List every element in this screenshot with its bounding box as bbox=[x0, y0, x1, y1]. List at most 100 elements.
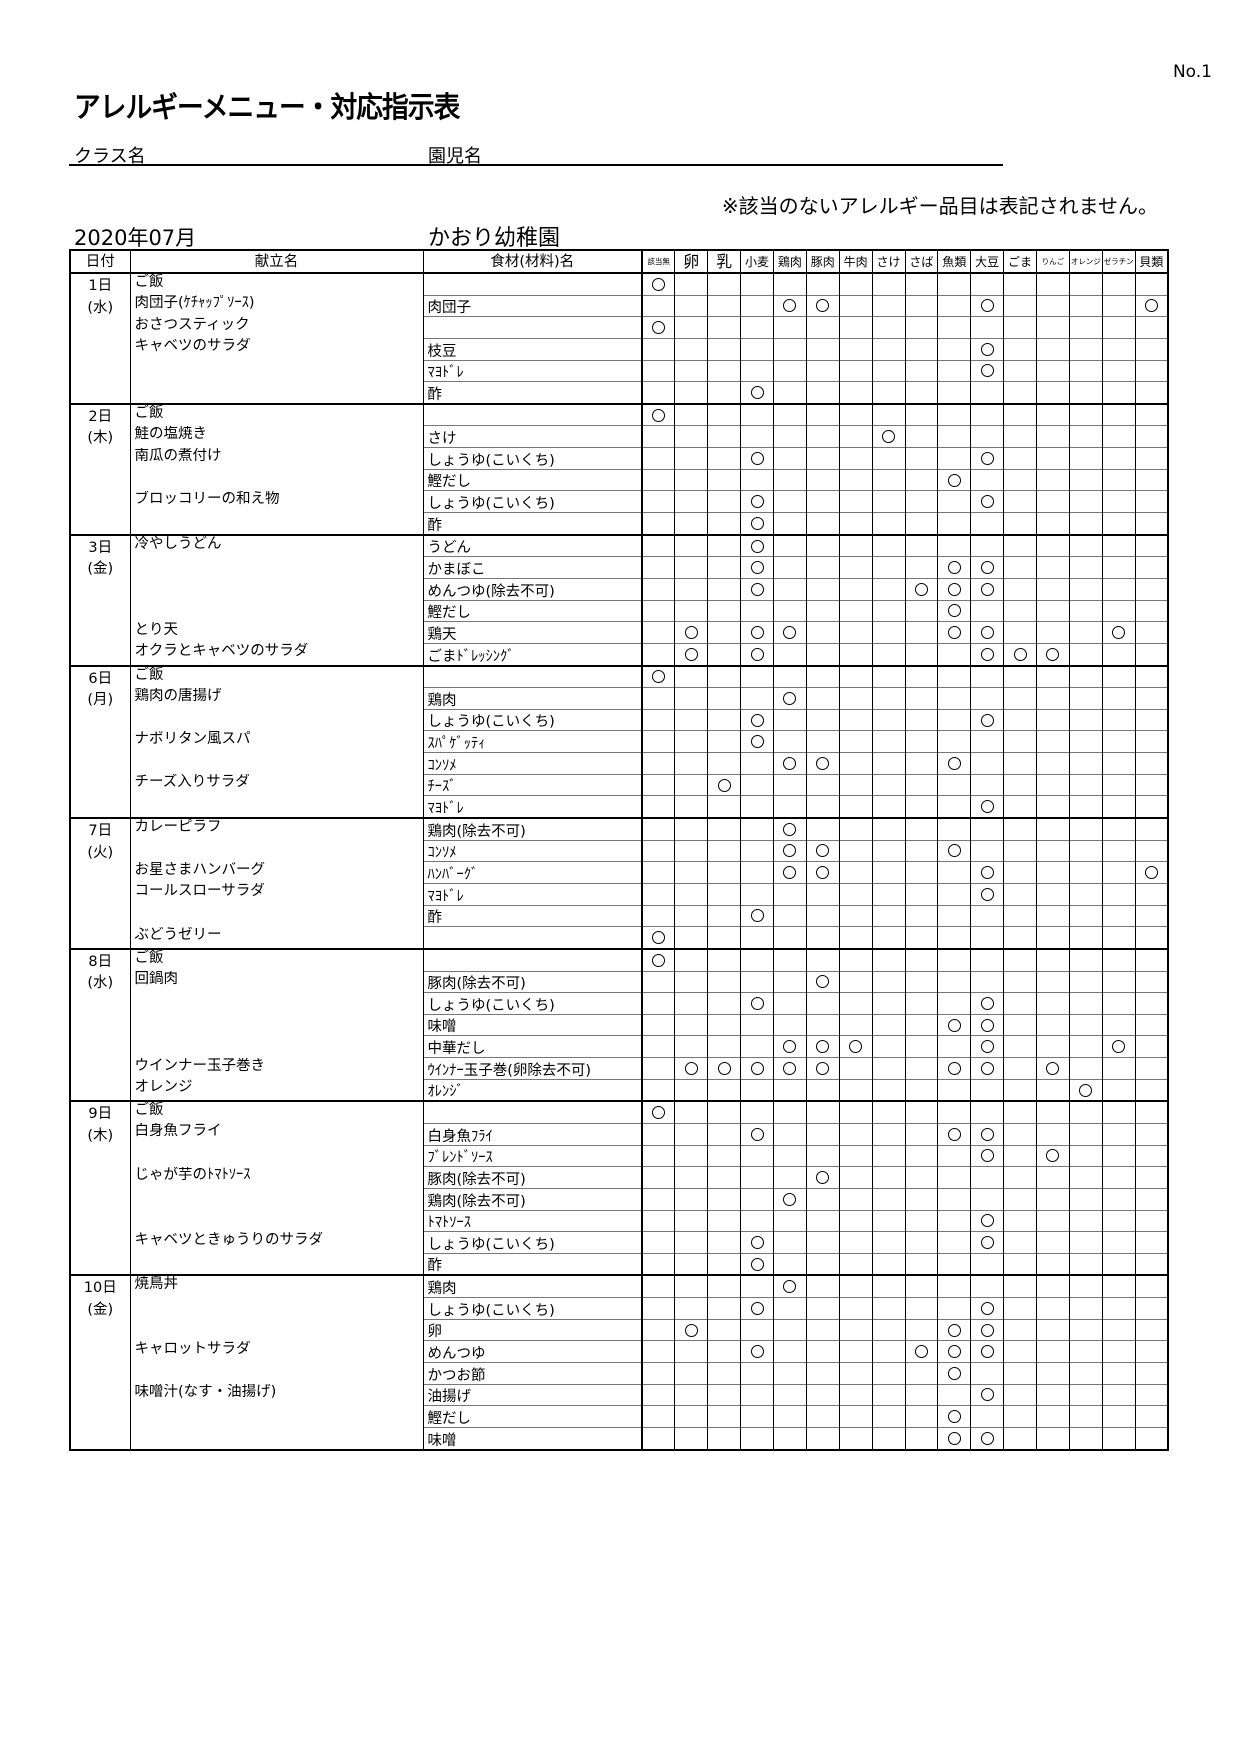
circle-mark-icon bbox=[980, 582, 994, 596]
allergen-cell bbox=[641, 533, 675, 557]
allergen-cell bbox=[937, 1035, 971, 1058]
allergen-cell bbox=[838, 447, 873, 470]
circle-mark-icon bbox=[750, 1061, 764, 1075]
table-row: 味噌汁(なす・油揚げ) 油揚げ bbox=[70, 1383, 1168, 1406]
allergen-cell bbox=[871, 1078, 905, 1102]
allergen-cell bbox=[773, 1209, 807, 1232]
allergen-cell bbox=[641, 468, 675, 491]
allergen-cell bbox=[970, 577, 1004, 601]
allergen-cell bbox=[674, 708, 708, 731]
allergen-cell bbox=[1003, 271, 1037, 296]
menu-name: コールスローサラダ bbox=[130, 883, 424, 906]
allergen-cell bbox=[1101, 1166, 1136, 1189]
allergen-cell bbox=[1101, 512, 1136, 535]
allergen-cell bbox=[707, 970, 741, 993]
allergen-cell bbox=[773, 730, 807, 753]
allergen-cell bbox=[838, 512, 873, 535]
allergen-cell bbox=[1036, 621, 1070, 644]
allergen-cell bbox=[970, 970, 1004, 993]
header-allergen: 小麦 bbox=[740, 249, 774, 274]
allergen-cell bbox=[1134, 1187, 1168, 1211]
allergen-cell bbox=[838, 1035, 873, 1058]
table-row: 酢 bbox=[70, 512, 1168, 535]
allergen-cell bbox=[707, 294, 741, 317]
allergen-cell bbox=[1101, 1274, 1136, 1298]
allergen-cell bbox=[641, 1362, 675, 1385]
allergen-cell bbox=[707, 468, 741, 491]
allergen-cell bbox=[641, 970, 675, 993]
table-row: ﾏﾖﾄﾞﾚ bbox=[70, 795, 1168, 819]
circle-mark-icon bbox=[783, 756, 797, 770]
allergen-cell bbox=[1101, 992, 1136, 1015]
allergen-cell bbox=[904, 1231, 938, 1254]
allergen-cell bbox=[871, 642, 905, 666]
allergen-cell bbox=[674, 1013, 708, 1036]
allergen-cell bbox=[1134, 1231, 1168, 1254]
header-allergen: りんご bbox=[1036, 249, 1070, 274]
table-row: ナポリタン風スパ ｽﾊﾟｹﾞｯﾃｨ bbox=[70, 730, 1168, 753]
allergen-cell bbox=[641, 1078, 675, 1102]
allergen-cell bbox=[1003, 359, 1037, 382]
allergen-cell bbox=[1101, 447, 1136, 470]
allergen-cell bbox=[641, 1340, 675, 1363]
menu-name bbox=[130, 360, 424, 382]
allergen-cell bbox=[773, 1318, 807, 1341]
allergen-cell bbox=[1036, 490, 1070, 513]
allergen-cell bbox=[740, 1405, 774, 1428]
allergen-cell bbox=[937, 817, 971, 841]
allergen-cell bbox=[1101, 1252, 1136, 1276]
allergen-cell bbox=[1134, 708, 1168, 731]
circle-mark-icon bbox=[652, 277, 666, 291]
circle-mark-icon bbox=[684, 647, 698, 661]
allergen-cell bbox=[1134, 882, 1168, 906]
allergen-cell bbox=[674, 861, 708, 884]
allergen-cell bbox=[740, 1297, 774, 1320]
allergen-cell bbox=[1068, 904, 1103, 927]
table-row: 卵 bbox=[70, 1318, 1168, 1341]
menu-name bbox=[130, 840, 424, 862]
allergen-cell bbox=[970, 425, 1004, 448]
allergen-cell bbox=[871, 1297, 905, 1320]
allergen-cell bbox=[1101, 1383, 1136, 1406]
allergen-cell bbox=[1003, 447, 1037, 470]
allergen-cell bbox=[641, 512, 675, 535]
allergen-cell bbox=[641, 1144, 675, 1167]
allergen-cell bbox=[838, 577, 873, 601]
allergen-cell bbox=[838, 316, 873, 339]
circle-mark-icon bbox=[717, 778, 731, 792]
allergen-cell bbox=[707, 1426, 741, 1450]
menu-name bbox=[130, 905, 424, 927]
allergen-cell bbox=[871, 1013, 905, 1036]
ingredient-name: ﾏﾖﾄﾞﾚ bbox=[423, 359, 643, 382]
allergen-cell bbox=[674, 752, 708, 775]
allergen-cell bbox=[904, 1252, 938, 1276]
table-row: ﾏﾖﾄﾞﾚ bbox=[70, 359, 1168, 382]
allergen-cell bbox=[1036, 1231, 1070, 1254]
table-row: 鰹だし bbox=[70, 468, 1168, 491]
allergen-cell bbox=[1134, 1426, 1168, 1450]
allergen-cell bbox=[838, 817, 873, 841]
allergen-cell bbox=[641, 1122, 675, 1146]
allergen-cell bbox=[1134, 512, 1168, 535]
allergen-cell bbox=[1036, 904, 1070, 927]
allergen-cell bbox=[970, 512, 1004, 535]
circle-mark-icon bbox=[816, 1171, 830, 1185]
ingredient-name: 油揚げ bbox=[423, 1383, 643, 1406]
allergen-cell bbox=[1101, 708, 1136, 731]
allergen-cell bbox=[1003, 533, 1037, 557]
allergen-cell bbox=[805, 447, 840, 470]
allergen-cell bbox=[1134, 730, 1168, 753]
allergen-cell bbox=[1036, 795, 1070, 819]
allergen-cell bbox=[773, 947, 807, 971]
allergen-cell bbox=[1101, 1297, 1136, 1320]
allergen-cell bbox=[674, 882, 708, 906]
table-row: 9日 (木) ご飯 bbox=[70, 1100, 1168, 1276]
allergen-cell bbox=[1068, 1144, 1103, 1167]
allergen-cell bbox=[773, 1144, 807, 1167]
allergen-cell bbox=[970, 402, 1004, 426]
allergen-cell bbox=[871, 795, 905, 819]
table-row: 味噌 bbox=[70, 1013, 1168, 1036]
allergen-cell bbox=[1068, 1362, 1103, 1385]
allergen-cell bbox=[740, 773, 774, 796]
allergen-cell bbox=[970, 817, 1004, 841]
